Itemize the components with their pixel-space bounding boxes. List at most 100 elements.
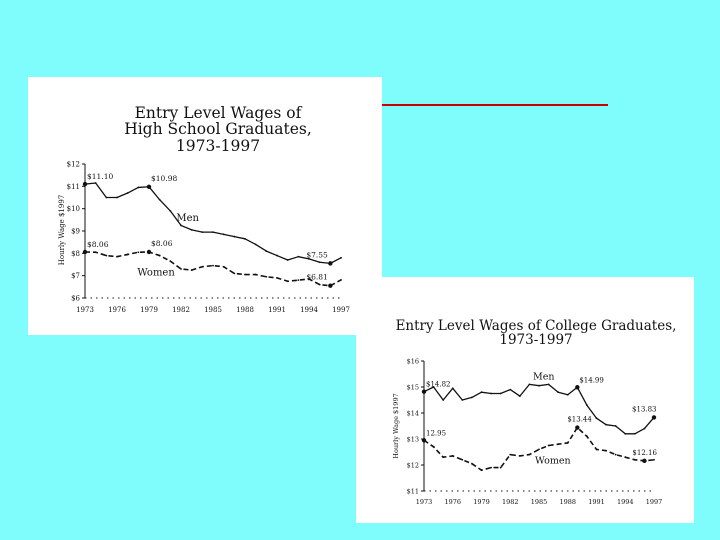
y-tick-label: $7 (71, 272, 80, 280)
annotation-marker (642, 458, 647, 464)
x-tick-label: 1976 (108, 306, 126, 314)
data-point-women (461, 458, 464, 461)
chart-title-high-school: Entry Level Wages of High School Graduat… (88, 105, 348, 154)
x-tick-label: 1973 (76, 306, 94, 314)
annotation-label: $14.82 (426, 381, 451, 389)
data-point-women (201, 265, 204, 268)
annotation-label: $11.10 (87, 172, 113, 181)
data-point-women (94, 251, 97, 254)
data-point-men (605, 423, 607, 426)
data-point-men (126, 192, 129, 194)
data-point-men (643, 427, 646, 430)
data-point-men (94, 182, 97, 184)
data-point-women (451, 455, 454, 457)
data-point-women (499, 466, 502, 469)
x-tick-label: 1988 (559, 498, 576, 506)
y-tick-label: $10 (67, 205, 80, 213)
annotation-label: $13.83 (632, 405, 657, 413)
annotation-marker (575, 425, 580, 430)
y-tick-label: $11 (407, 488, 419, 496)
annotation-marker (82, 181, 88, 187)
data-point-men (286, 259, 289, 261)
y-tick-label: $12 (407, 462, 419, 470)
x-tick-label: 1979 (473, 498, 490, 506)
y-axis-label: Hourly Wage $1997 (58, 195, 66, 265)
data-point-women (480, 469, 483, 472)
y-axis-label: Hourly Wage $1997 (392, 393, 400, 458)
data-point-women (158, 254, 161, 257)
data-point-men (442, 399, 445, 401)
data-point-men (595, 417, 598, 420)
y-tick-label: $11 (67, 183, 80, 191)
data-point-men (490, 392, 492, 395)
data-point-men (614, 425, 617, 427)
data-point-women (471, 462, 473, 465)
data-point-men (222, 233, 225, 236)
x-tick-label: 1997 (332, 306, 350, 314)
college-wages-panel: Entry Level Wages of College Graduates, … (356, 277, 694, 523)
annotation-label: $7.55 (306, 250, 328, 259)
data-point-women (105, 254, 108, 257)
chart-title-line: Entry Level Wages of College Graduates, (395, 318, 677, 334)
data-point-women (276, 277, 278, 279)
series-label-women: Women (535, 455, 571, 466)
data-point-men (201, 231, 204, 234)
x-tick-label: 1976 (444, 498, 461, 506)
x-tick-label: 1997 (646, 498, 663, 506)
data-point-women (490, 466, 492, 469)
data-point-women (518, 455, 521, 457)
annotation-label: $8.06 (151, 239, 173, 248)
data-point-men (137, 186, 140, 189)
annotation-marker (651, 415, 657, 420)
data-point-men (212, 231, 214, 234)
data-point-women (586, 435, 588, 438)
data-point-men (633, 432, 636, 435)
annotation-label: $12.16 (632, 449, 657, 457)
data-point-men (340, 256, 342, 259)
data-point-women (169, 260, 172, 263)
annotation-marker (146, 249, 152, 255)
y-tick-label: $12 (67, 161, 80, 169)
data-point-men (547, 383, 550, 386)
data-point-women (432, 445, 435, 448)
data-point-men (480, 391, 483, 394)
chart-title-line: High School Graduates, (124, 120, 312, 139)
data-point-men (451, 387, 454, 390)
data-point-men (308, 258, 310, 260)
y-tick-label: $13 (407, 436, 419, 444)
data-point-men (180, 224, 182, 227)
data-point-men (499, 392, 502, 395)
y-tick-label: $16 (407, 358, 419, 366)
data-point-women (180, 268, 182, 270)
data-point-women (509, 453, 512, 456)
x-tick-label: 1991 (588, 498, 605, 506)
data-point-men (509, 388, 512, 391)
x-tick-label: 1985 (531, 498, 548, 506)
data-point-women (528, 453, 531, 456)
annotation-label: $6.81 (306, 273, 327, 282)
data-point-women (126, 253, 129, 256)
x-tick-label: 1979 (140, 306, 158, 314)
annotation-label: 12.95 (426, 429, 446, 437)
data-point-men (586, 404, 588, 407)
high-school-wages-chart: $6 $7 $8 $9 $10 $11 $12 1973 1976 1979 1982 1985 198… (58, 161, 350, 315)
series-line-men (423, 383, 655, 435)
data-point-women (633, 458, 636, 461)
data-point-men (557, 391, 560, 394)
data-point-men (518, 395, 521, 397)
data-point-women (614, 453, 617, 456)
data-point-women (286, 280, 289, 283)
data-point-women (244, 273, 246, 276)
high-school-wages-panel: Entry Level Wages of High School Graduat… (28, 77, 382, 335)
chart-title-line: 1973-1997 (175, 136, 261, 155)
data-point-women (190, 269, 193, 271)
annotation-label: $14.99 (579, 376, 604, 384)
data-point-women (595, 448, 598, 451)
y-tick-label: $15 (407, 384, 419, 392)
x-tick-label: 1991 (268, 306, 286, 314)
data-point-men (432, 386, 435, 388)
data-point-men (265, 250, 268, 253)
data-point-women (265, 275, 268, 278)
data-point-women (308, 278, 310, 280)
x-tick-label: 1982 (172, 306, 190, 314)
